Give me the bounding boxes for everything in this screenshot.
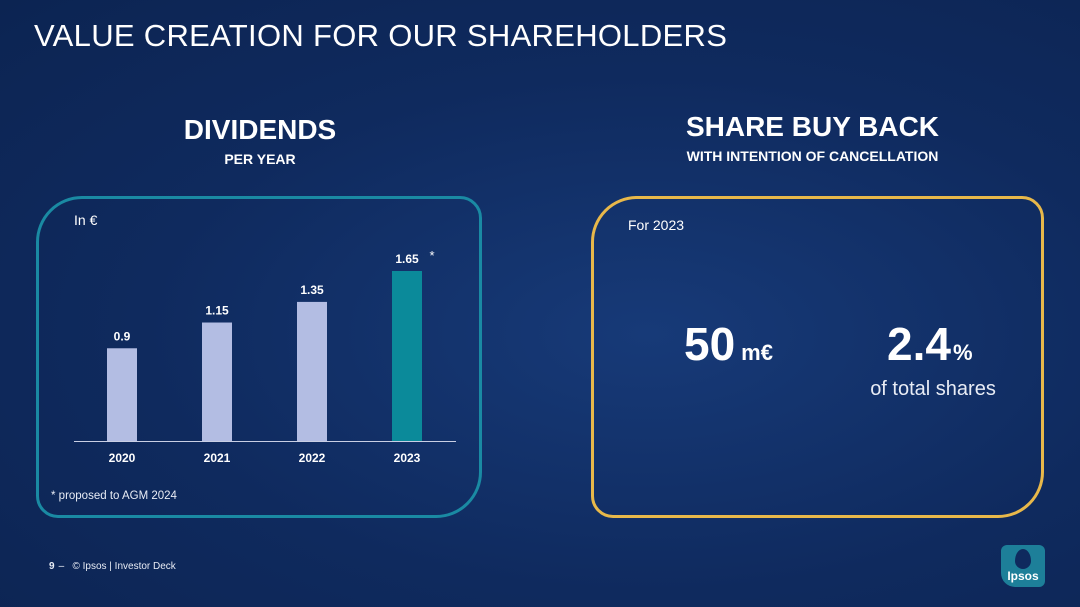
footer: 9– © Ipsos | Investor Deck xyxy=(49,561,176,572)
footer-separator: – xyxy=(58,561,65,572)
buyback-percentage: 2.4% xyxy=(887,317,973,371)
logo-drop-shape xyxy=(1015,549,1031,569)
dividends-subtitle: PER YEAR xyxy=(224,151,296,167)
ipsos-logo-icon: Ipsos xyxy=(1001,545,1045,587)
buyback-pct-unit: % xyxy=(952,340,973,365)
dividends-title: DIVIDENDS xyxy=(183,114,337,145)
logo-text: Ipsos xyxy=(1007,569,1039,583)
dividends-footnote: * proposed to AGM 2024 xyxy=(51,490,177,502)
page-title: VALUE CREATION FOR OUR SHAREHOLDERS xyxy=(34,18,728,53)
buyback-subtitle: WITH INTENTION OF CANCELLATION xyxy=(686,148,939,164)
dividends-heading: DIVIDENDS PER YEAR xyxy=(160,114,360,168)
buyback-heading: SHARE BUY BACK WITH INTENTION OF CANCELL… xyxy=(640,111,985,165)
buyback-pct-caption: of total shares xyxy=(870,378,996,400)
buyback-period-label: For 2023 xyxy=(628,217,685,233)
dividends-unit-label: In € xyxy=(74,212,98,228)
buyback-amount-value: 50 xyxy=(684,318,736,370)
footer-text: © Ipsos | Investor Deck xyxy=(72,561,176,572)
buyback-amount: 50 m€ xyxy=(684,317,773,371)
buyback-panel xyxy=(591,196,1044,518)
buyback-pct-value: 2.4 xyxy=(887,318,951,370)
buyback-amount-unit: m€ xyxy=(741,340,773,365)
buyback-title: SHARE BUY BACK xyxy=(685,111,940,142)
page-number: 9 xyxy=(49,561,55,572)
dividends-panel xyxy=(36,196,482,518)
